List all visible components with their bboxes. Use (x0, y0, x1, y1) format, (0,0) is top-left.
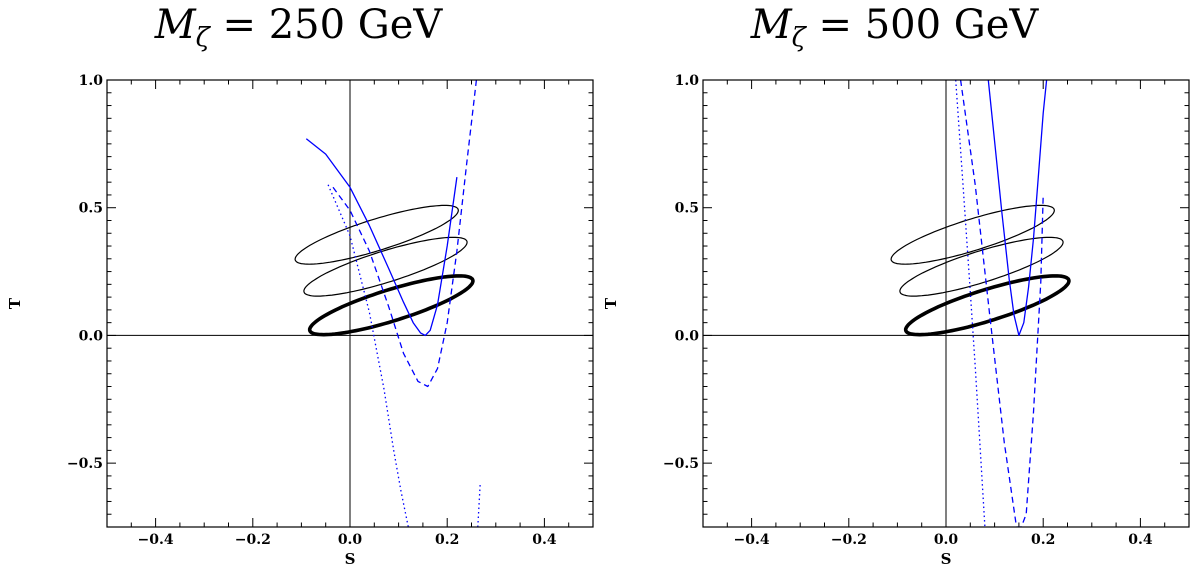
x-tick-label: 0.2 (1031, 532, 1055, 548)
x-tick-label: 0.2 (435, 532, 459, 548)
y-tick-label: 1.0 (79, 73, 104, 89)
x-tick-label: 0.0 (934, 532, 959, 548)
x-tick-label: 0.0 (338, 532, 363, 548)
y-tick-label: −0.5 (663, 456, 699, 472)
title-value: = 500 GeV (805, 2, 1039, 48)
contour-ellipse-2 (303, 236, 468, 297)
x-tick-label: 0.4 (1128, 532, 1153, 548)
plot-area (890, 80, 1071, 527)
x-axis-label: S (345, 550, 356, 568)
contour-ellipse-3 (903, 274, 1071, 337)
chart-title: Mζ = 250 GeV (0, 0, 597, 63)
series-solid-1 (987, 80, 1048, 337)
title-variable: M (154, 2, 196, 48)
contour-ellipse-1 (294, 204, 459, 265)
x-tick-label: −0.4 (138, 532, 174, 548)
title-value: = 250 GeV (209, 2, 443, 48)
y-tick-label: 0.0 (79, 328, 104, 344)
contour-ellipse-2 (899, 236, 1064, 297)
x-tick-label: −0.2 (235, 532, 271, 548)
y-tick-label: 0.5 (675, 201, 699, 217)
series-solid-1 (305, 138, 458, 337)
y-tick-label: 0.0 (675, 328, 700, 344)
series-dashed-2 (332, 80, 478, 388)
x-tick-label: 0.4 (532, 532, 557, 548)
series-dotted-3 (327, 184, 409, 527)
chart-plot: −0.4 −0.2 0.0 0.2 0.4 −0.5 0.0 0.5 1.0 S T (602, 73, 1190, 568)
y-axis-label: T (6, 297, 24, 309)
title-variable: M (750, 2, 792, 48)
plot-frame (702, 79, 1190, 528)
title-subscript: ζ (195, 23, 210, 53)
contour-ellipse-3 (307, 274, 475, 337)
chart-title: Mζ = 500 GeV (596, 0, 1193, 63)
y-axis-label: T (602, 297, 620, 309)
y-tick-label: 1.0 (675, 73, 700, 89)
chart-panel-500: Mζ = 500 GeV −0.4 −0.2 0.0 0.2 0.4 −0.5 0.0 0.5… (596, 0, 1193, 571)
series-dotted-3 (955, 80, 986, 527)
plot-area (294, 80, 481, 527)
series-dashed-2 (959, 80, 1044, 527)
x-tick-label: −0.4 (734, 532, 770, 548)
y-tick-label: −0.5 (67, 456, 103, 472)
series-dotted-4 (477, 483, 481, 527)
y-tick-label: 0.5 (79, 201, 103, 217)
x-tick-label: −0.2 (831, 532, 867, 548)
chart-plot: −0.4 −0.2 0.0 0.2 0.4 −0.5 0.0 0.5 1.0 S T (6, 73, 594, 568)
title-subscript: ζ (791, 23, 806, 53)
contour-ellipse-1 (890, 204, 1055, 265)
x-axis-label: S (941, 550, 952, 568)
plot-frame (106, 79, 594, 528)
chart-panel-250: Mζ = 250 GeV −0.4 −0.2 0.0 0.2 0.4 −0.5 0.0 0.5… (0, 0, 597, 568)
